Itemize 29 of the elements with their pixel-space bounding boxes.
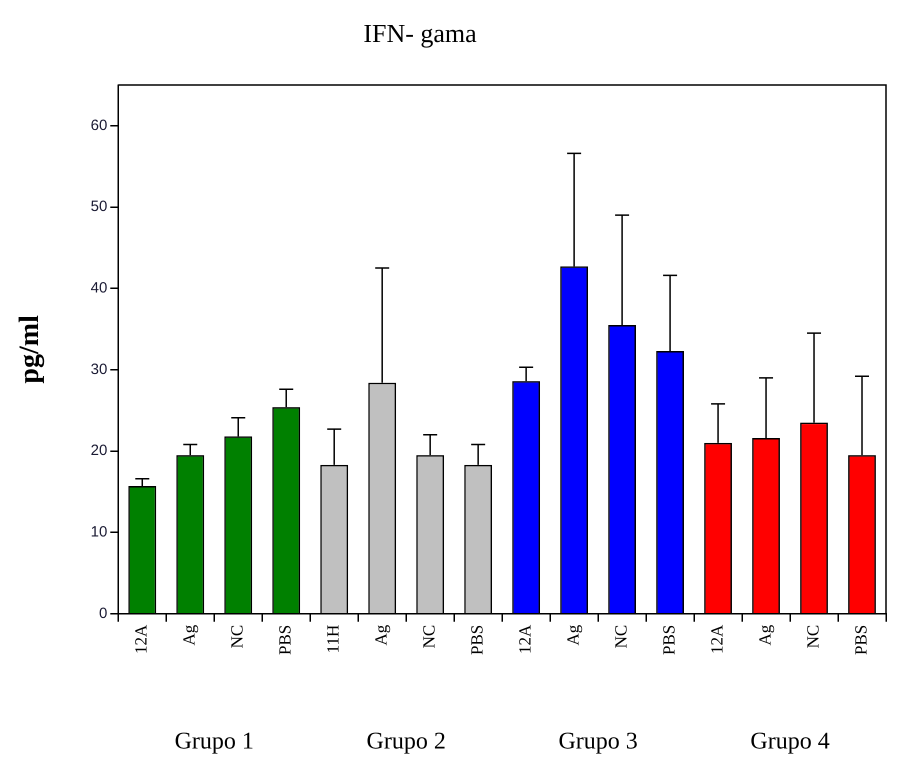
x-tick-label: 12A [132, 624, 151, 654]
x-tick-label: Ag [372, 624, 391, 646]
x-tick-label: 12A [708, 624, 727, 654]
y-axis-title: pg/ml [14, 314, 46, 384]
text: Grupo 4 [750, 728, 830, 754]
x-tick-label: PBS [851, 624, 870, 655]
y-tick-label: 20 [90, 442, 108, 460]
y-tick-label: 60 [90, 116, 108, 134]
x-tick-label: PBS [660, 624, 679, 655]
y-tick-label: 10 [90, 524, 108, 541]
text: Grupo 3 [558, 728, 638, 754]
y-tick-label: 40 [90, 280, 108, 297]
y-tick-label: 0 [98, 604, 108, 622]
x-tick-label: NC [612, 624, 631, 648]
y-tick-label: 50 [90, 198, 108, 216]
x-tick-label: Ag [564, 624, 583, 646]
text: Grupo 1 [174, 728, 254, 754]
text: Grupo 2 [366, 728, 446, 754]
x-tick-label: Ag [180, 624, 199, 646]
x-tick-label: 11H [324, 624, 343, 654]
chart-title: IFN- gama [363, 18, 478, 48]
x-tick-label: 12A [516, 624, 535, 654]
y-tick-label: 30 [90, 360, 108, 378]
x-tick-label: Ag [756, 624, 775, 646]
x-tick-label: NC [228, 624, 247, 648]
x-tick-label: NC [803, 624, 822, 648]
x-tick-label: PBS [468, 624, 487, 655]
x-tick-label: PBS [276, 624, 295, 655]
x-tick-label: NC [420, 624, 439, 648]
